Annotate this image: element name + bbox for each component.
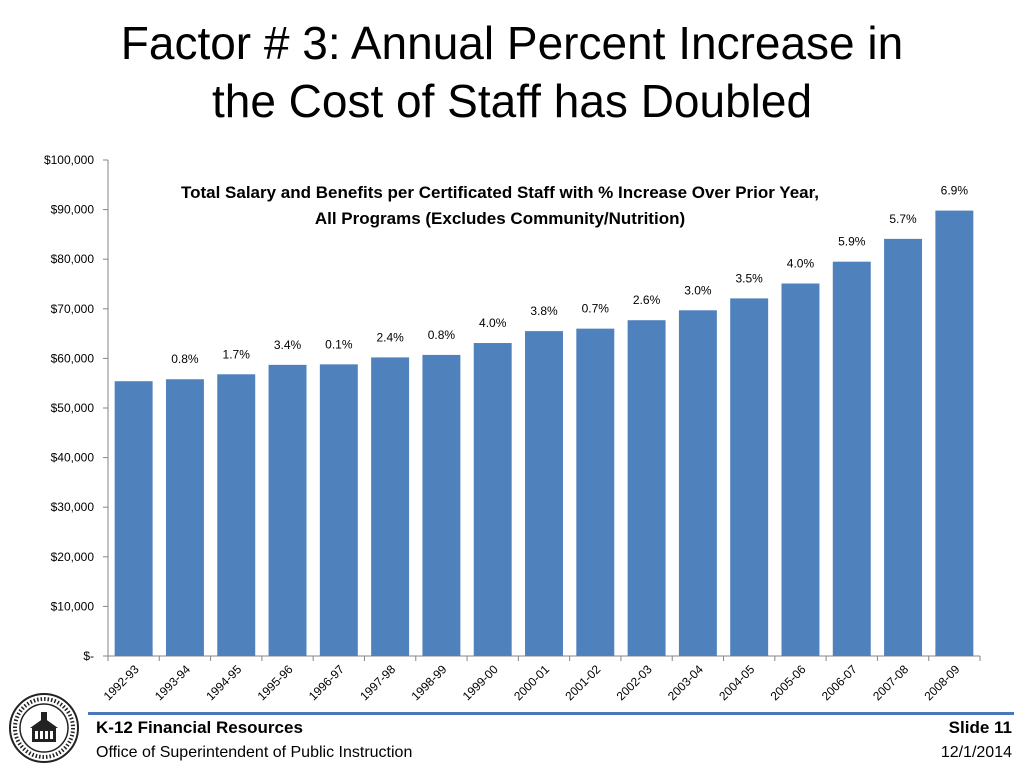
data-label: 0.8% [171,352,199,366]
footer-date: 12/1/2014 [940,744,1012,761]
x-tick-label: 2001-02 [562,662,603,703]
slide-title: Factor # 3: Annual Percent Increase in t… [40,14,984,130]
x-tick-label: 1995-96 [255,662,296,703]
y-tick-label: $60,000 [51,351,95,365]
x-tick-label: 1992-93 [101,662,142,703]
bar [217,374,256,656]
bar [884,238,923,656]
data-label: 0.8% [428,328,456,342]
data-label: 0.7% [582,302,610,316]
data-label: 3.8% [530,304,558,318]
bar [268,364,307,656]
data-label: 1.7% [223,347,251,361]
y-tick-label: $90,000 [51,203,95,217]
data-label: 4.0% [479,316,507,330]
slide-title-line-1: Factor # 3: Annual Percent Increase in [120,17,904,69]
y-tick-label: $- [83,649,94,663]
y-tick-label: $20,000 [51,550,95,564]
x-tick-label: 2005-06 [768,662,809,703]
bar [627,320,666,656]
ospi-seal-logo [9,693,79,763]
y-tick-label: $80,000 [51,252,95,266]
chart-title-line-2: All Programs (Excludes Community/Nutriti… [314,209,686,228]
bar [576,328,615,656]
x-tick-label: 1999-00 [460,662,501,703]
chart-title: Total Salary and Benefits per Certificat… [100,180,900,232]
y-tick-label: $70,000 [51,302,95,316]
bar [114,381,153,656]
y-tick-label: $40,000 [51,451,95,465]
x-tick-label: 1994-95 [203,662,244,703]
data-label: 3.0% [684,283,712,297]
x-tick-label: 2000-01 [511,662,552,703]
data-label: 2.4% [376,330,404,344]
data-label: 5.9% [838,235,866,249]
bar [422,354,461,656]
x-tick-label: 2002-03 [614,662,655,703]
y-tick-label: $30,000 [51,500,95,514]
data-label: 6.9% [941,184,969,198]
x-tick-label: 1996-97 [306,662,347,703]
bar [319,364,358,656]
bar [730,298,769,656]
footer-org-name: Office of Superintendent of Public Instr… [96,744,413,761]
footer-divider [88,712,1014,715]
bar [781,283,820,656]
data-label: 0.1% [325,337,353,351]
x-tick-label: 1993-94 [152,662,193,703]
y-tick-label: $50,000 [51,401,95,415]
bar [165,379,204,656]
data-label: 3.4% [274,338,302,352]
y-tick-label: $100,000 [44,153,94,167]
x-tick-label: 1998-99 [408,662,449,703]
x-tick-label: 2007-08 [870,662,911,703]
bar [832,261,871,656]
x-tick-label: 2004-05 [716,662,757,703]
bar [678,310,717,656]
bar [473,343,512,656]
chart-title-line-1: Total Salary and Benefits per Certificat… [180,183,820,202]
slide-number: Slide 11 [948,718,1012,737]
slide-title-line-2: the Cost of Staff has Doubled [211,75,813,127]
x-tick-label: 2006-07 [819,662,860,703]
x-tick-label: 2008-09 [921,662,962,703]
data-label: 4.0% [787,257,815,271]
bar [525,331,563,656]
data-label: 5.7% [889,212,917,226]
bar [371,357,410,656]
y-tick-label: $10,000 [51,599,95,613]
data-label: 2.6% [633,293,661,307]
footer-org-title: K-12 Financial Resources [96,718,303,737]
data-label: 3.5% [735,271,763,285]
x-tick-label: 1997-98 [357,662,398,703]
x-tick-label: 2003-04 [665,662,706,703]
bar [935,210,974,657]
